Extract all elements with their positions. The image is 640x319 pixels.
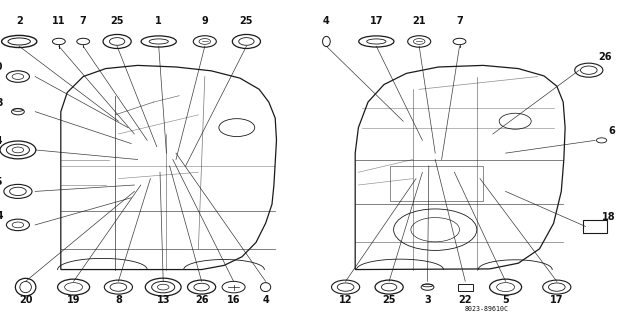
Text: 18: 18	[602, 212, 615, 222]
Text: 25: 25	[110, 16, 124, 26]
Bar	[390, 166, 483, 201]
Text: 12: 12	[339, 295, 353, 305]
Text: 8: 8	[115, 295, 122, 305]
Text: 15: 15	[0, 177, 4, 188]
Text: 2: 2	[16, 16, 22, 26]
Text: 10: 10	[0, 62, 4, 72]
Text: 22: 22	[458, 295, 472, 305]
Text: 14: 14	[0, 136, 4, 146]
Text: 11: 11	[52, 16, 66, 26]
Text: 7: 7	[456, 16, 463, 26]
Text: 5: 5	[502, 295, 509, 305]
Text: 21: 21	[412, 16, 426, 26]
Bar	[583, 220, 607, 233]
Text: 24: 24	[0, 211, 4, 221]
Text: 13: 13	[156, 295, 170, 305]
Text: 4: 4	[262, 295, 269, 305]
Text: 17: 17	[369, 16, 383, 26]
Text: 9: 9	[202, 16, 208, 26]
Text: 20: 20	[19, 295, 33, 305]
Text: 17: 17	[550, 295, 564, 305]
Text: 1: 1	[156, 16, 162, 26]
Text: 4: 4	[323, 16, 330, 26]
Text: 26: 26	[598, 52, 612, 63]
Text: 7: 7	[80, 16, 86, 26]
Text: 23: 23	[0, 98, 4, 108]
Text: 25: 25	[239, 16, 253, 26]
Text: 25: 25	[382, 295, 396, 305]
Text: 3: 3	[424, 295, 431, 305]
Text: 8023-89610C: 8023-89610C	[465, 307, 508, 312]
Text: 16: 16	[227, 295, 241, 305]
Text: 26: 26	[195, 295, 209, 305]
Text: 19: 19	[67, 295, 81, 305]
Text: 6: 6	[608, 126, 615, 136]
Bar	[458, 284, 473, 291]
